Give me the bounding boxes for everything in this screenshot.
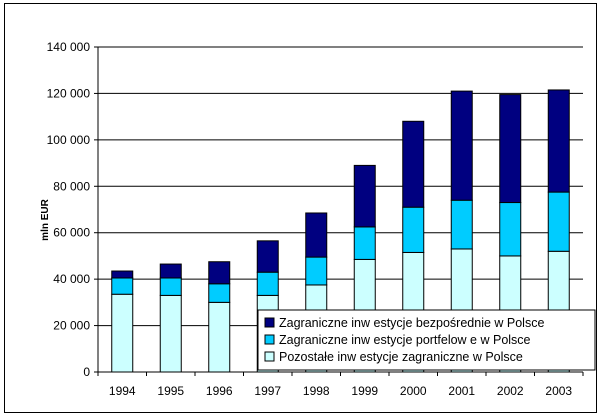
y-tick-label: 20 000 <box>53 319 90 333</box>
bar-segment-1999-series-1 <box>353 226 376 260</box>
bar-segment-2003-series-2 <box>547 89 570 193</box>
y-tick-label: 60 000 <box>53 226 90 240</box>
y-tick-labels: 0 20 000 40 000 60 000 80 000 100 000 120 000 1… <box>47 40 98 379</box>
bar-segment-1999-series-2 <box>353 164 376 228</box>
x-tick-label: 1996 <box>206 384 233 398</box>
legend-swatch <box>264 351 275 362</box>
y-tick-label: 0 <box>83 365 90 379</box>
bar-segment-2001-series-1 <box>450 199 473 250</box>
legend-entry: Pozostałe inw estycje zagraniczne w Pols… <box>279 350 523 364</box>
bar-segment-1996-series-2 <box>208 261 231 285</box>
bar-segment-1998-series-2 <box>305 212 328 258</box>
y-tick-label: 80 000 <box>53 179 90 193</box>
x-tick-label: 1999 <box>351 384 378 398</box>
bar-segment-1994-series-0 <box>111 293 134 373</box>
x-tick-label: 1995 <box>157 384 184 398</box>
bar-segment-2002-series-2 <box>499 94 522 204</box>
x-tick-label: 2001 <box>448 384 475 398</box>
bar-segment-1994-series-1 <box>111 277 134 295</box>
legend-swatch <box>264 317 275 328</box>
bar-segment-2001-series-2 <box>450 90 473 201</box>
bar-segment-1996-series-0 <box>208 301 231 373</box>
bar-segment-1997-series-2 <box>256 240 279 273</box>
legend-swatch <box>264 334 275 345</box>
y-tick-label: 40 000 <box>53 272 90 286</box>
x-tick-labels: 1994 1995 1996 1997 1998 1999 2000 2001 2002 2003 <box>97 372 584 398</box>
y-axis-label: mln EUR <box>40 198 51 240</box>
bar-segment-1995-series-1 <box>159 277 182 296</box>
bar-segment-1996-series-1 <box>208 283 231 303</box>
bar-segment-1997-series-1 <box>256 271 279 296</box>
y-tick-label: 100 000 <box>47 133 91 147</box>
bar-segment-1995-series-0 <box>159 294 182 373</box>
x-tick-label: 2000 <box>400 384 427 398</box>
x-tick-label: 2002 <box>497 384 524 398</box>
y-tick-label: 140 000 <box>47 40 91 54</box>
legend-entry: Zagraniczne inw estycje bezpośrednie w P… <box>279 316 544 330</box>
bar-segment-1998-series-1 <box>305 256 328 286</box>
legend-entry: Zagraniczne inw estycje portfelow e w Po… <box>279 333 531 347</box>
bar-segment-1994-series-2 <box>111 270 134 279</box>
bar-segment-2003-series-1 <box>547 191 570 252</box>
legend-box <box>257 309 596 371</box>
x-tick-label: 1997 <box>254 384 281 398</box>
legend: Zagraniczne inw estycje bezpośrednie w P… <box>257 309 596 371</box>
bar-segment-2000-series-2 <box>402 120 425 208</box>
x-tick-label: 1998 <box>303 384 330 398</box>
bar-segment-1995-series-2 <box>159 263 182 279</box>
x-tick-label: 2003 <box>545 384 572 398</box>
x-tick-label: 1994 <box>109 384 136 398</box>
bar-segment-2000-series-1 <box>402 206 425 253</box>
bar-segment-2002-series-1 <box>499 202 522 257</box>
y-tick-label: 120 000 <box>47 86 91 100</box>
